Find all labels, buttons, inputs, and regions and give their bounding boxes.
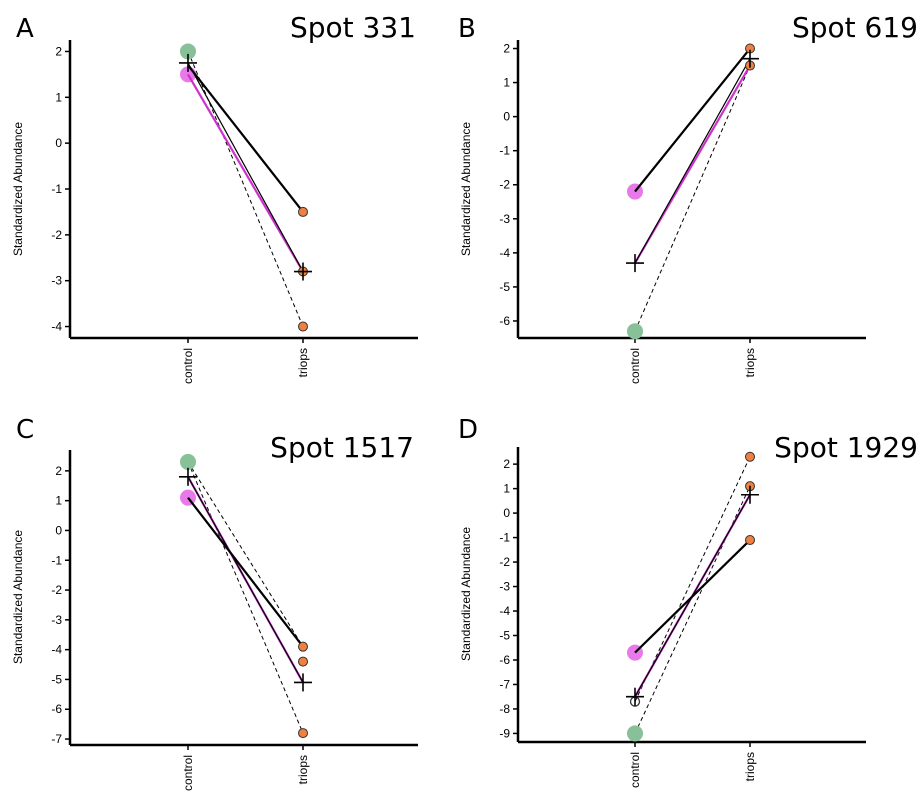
y-axis-label: Standardized Abundance: [11, 530, 25, 664]
y-tick-label: -2: [51, 583, 62, 597]
dashed-line-0: [187, 461, 304, 647]
triops-point-1: [298, 656, 308, 667]
magenta-line: [187, 73, 304, 273]
y-tick-label: -6: [499, 314, 510, 328]
control-point-0: [180, 43, 196, 60]
mean-line: [634, 58, 751, 264]
x-tick-label-control: control: [628, 752, 642, 788]
y-tick-label: -6: [51, 702, 62, 716]
y-tick-label: 0: [55, 523, 62, 537]
y-axis-label: Standardized Abundance: [11, 122, 25, 256]
y-tick-label: -2: [499, 178, 510, 192]
y-tick-label: 2: [503, 42, 510, 56]
y-tick-label: -9: [499, 726, 510, 740]
y-tick-label: -4: [51, 643, 62, 657]
y-tick-label: 0: [503, 110, 510, 124]
dashed-line-0: [634, 456, 751, 702]
y-tick-label: 2: [503, 457, 510, 471]
y-tick-label: -1: [499, 531, 510, 545]
mean-line: [187, 62, 304, 272]
y-tick-label: -1: [499, 144, 510, 158]
x-tick-label-triops: triops: [296, 755, 310, 784]
y-tick-label: 1: [503, 482, 510, 496]
control-point-2: [627, 725, 643, 742]
y-tick-label: 2: [55, 464, 62, 478]
panel-letter: C: [16, 415, 34, 445]
panel-c: C Spot 1517 Standardized Abundance 2 1 0 -1 -2 -…: [11, 415, 418, 791]
y-tick-label: -1: [51, 182, 62, 196]
control-point-0: [180, 453, 196, 470]
triops-point-2: [298, 728, 308, 739]
y-tick-label: -3: [499, 580, 510, 594]
mean-line: [187, 476, 304, 683]
y-tick-label: 2: [55, 44, 62, 58]
y-tick-label: -7: [51, 732, 62, 746]
y-tick-label: -7: [499, 677, 510, 691]
triops-point-0: [298, 206, 308, 217]
y-tick-label: -4: [51, 320, 62, 334]
dashed-line-1: [187, 461, 304, 734]
y-tick-label: -3: [499, 212, 510, 226]
chart-title: Spot 619: [792, 11, 918, 44]
x-tick-label-triops: triops: [296, 348, 310, 377]
triops-point-0: [745, 451, 755, 462]
dashed-line-0: [634, 65, 751, 332]
panel-letter: D: [458, 415, 478, 445]
chart-title: Spot 1517: [270, 431, 414, 464]
solid-line: [187, 64, 304, 213]
triops-point-0: [298, 641, 308, 652]
y-axis-label: Standardized Abundance: [459, 527, 473, 661]
y-tick-label: -3: [51, 613, 62, 627]
y-tick-label: 0: [55, 136, 62, 150]
mean-line: [634, 494, 751, 698]
triops-point-2: [745, 535, 755, 546]
solid-line: [187, 497, 304, 648]
panel-letter: B: [458, 14, 476, 44]
y-tick-label: 1: [503, 76, 510, 90]
x-tick-label-triops: triops: [743, 348, 757, 377]
chart-title: Spot 1929: [774, 431, 918, 464]
y-tick-label: -8: [499, 702, 510, 716]
control-point-1: [627, 323, 643, 340]
y-tick-label: -4: [499, 246, 510, 260]
y-tick-label: -2: [499, 555, 510, 569]
panel-letter: A: [16, 14, 34, 44]
y-tick-label: -5: [499, 280, 510, 294]
panel-a: A Spot 331 Standardized Abundance 2 1 0 -1 -2 -3…: [11, 11, 418, 384]
y-axis-label: Standardized Abundance: [459, 122, 473, 256]
x-tick-label-control: control: [628, 348, 642, 384]
y-tick-label: -6: [499, 653, 510, 667]
y-tick-label: 0: [503, 506, 510, 520]
x-tick-label-control: control: [181, 755, 195, 791]
panel-d: D Spot 1929 Standardized Abundance 2 1 0 -1 -2 -…: [458, 415, 918, 788]
solid-line: [634, 47, 751, 193]
chart-title: Spot 331: [290, 11, 416, 44]
panel-b: B Spot 619 Standardized Abundance 2 1 0 -1 -2 -3…: [458, 11, 918, 384]
y-tick-label: -5: [51, 672, 62, 686]
y-tick-label: 1: [55, 90, 62, 104]
y-tick-label: -5: [499, 629, 510, 643]
y-tick-label: -2: [51, 228, 62, 242]
y-tick-label: -1: [51, 553, 62, 567]
x-tick-label-control: control: [181, 348, 195, 384]
x-tick-label-triops: triops: [743, 752, 757, 781]
y-tick-label: 1: [55, 494, 62, 508]
y-tick-label: -3: [51, 274, 62, 288]
triops-point-2: [298, 321, 308, 332]
y-tick-label: -4: [499, 604, 510, 618]
